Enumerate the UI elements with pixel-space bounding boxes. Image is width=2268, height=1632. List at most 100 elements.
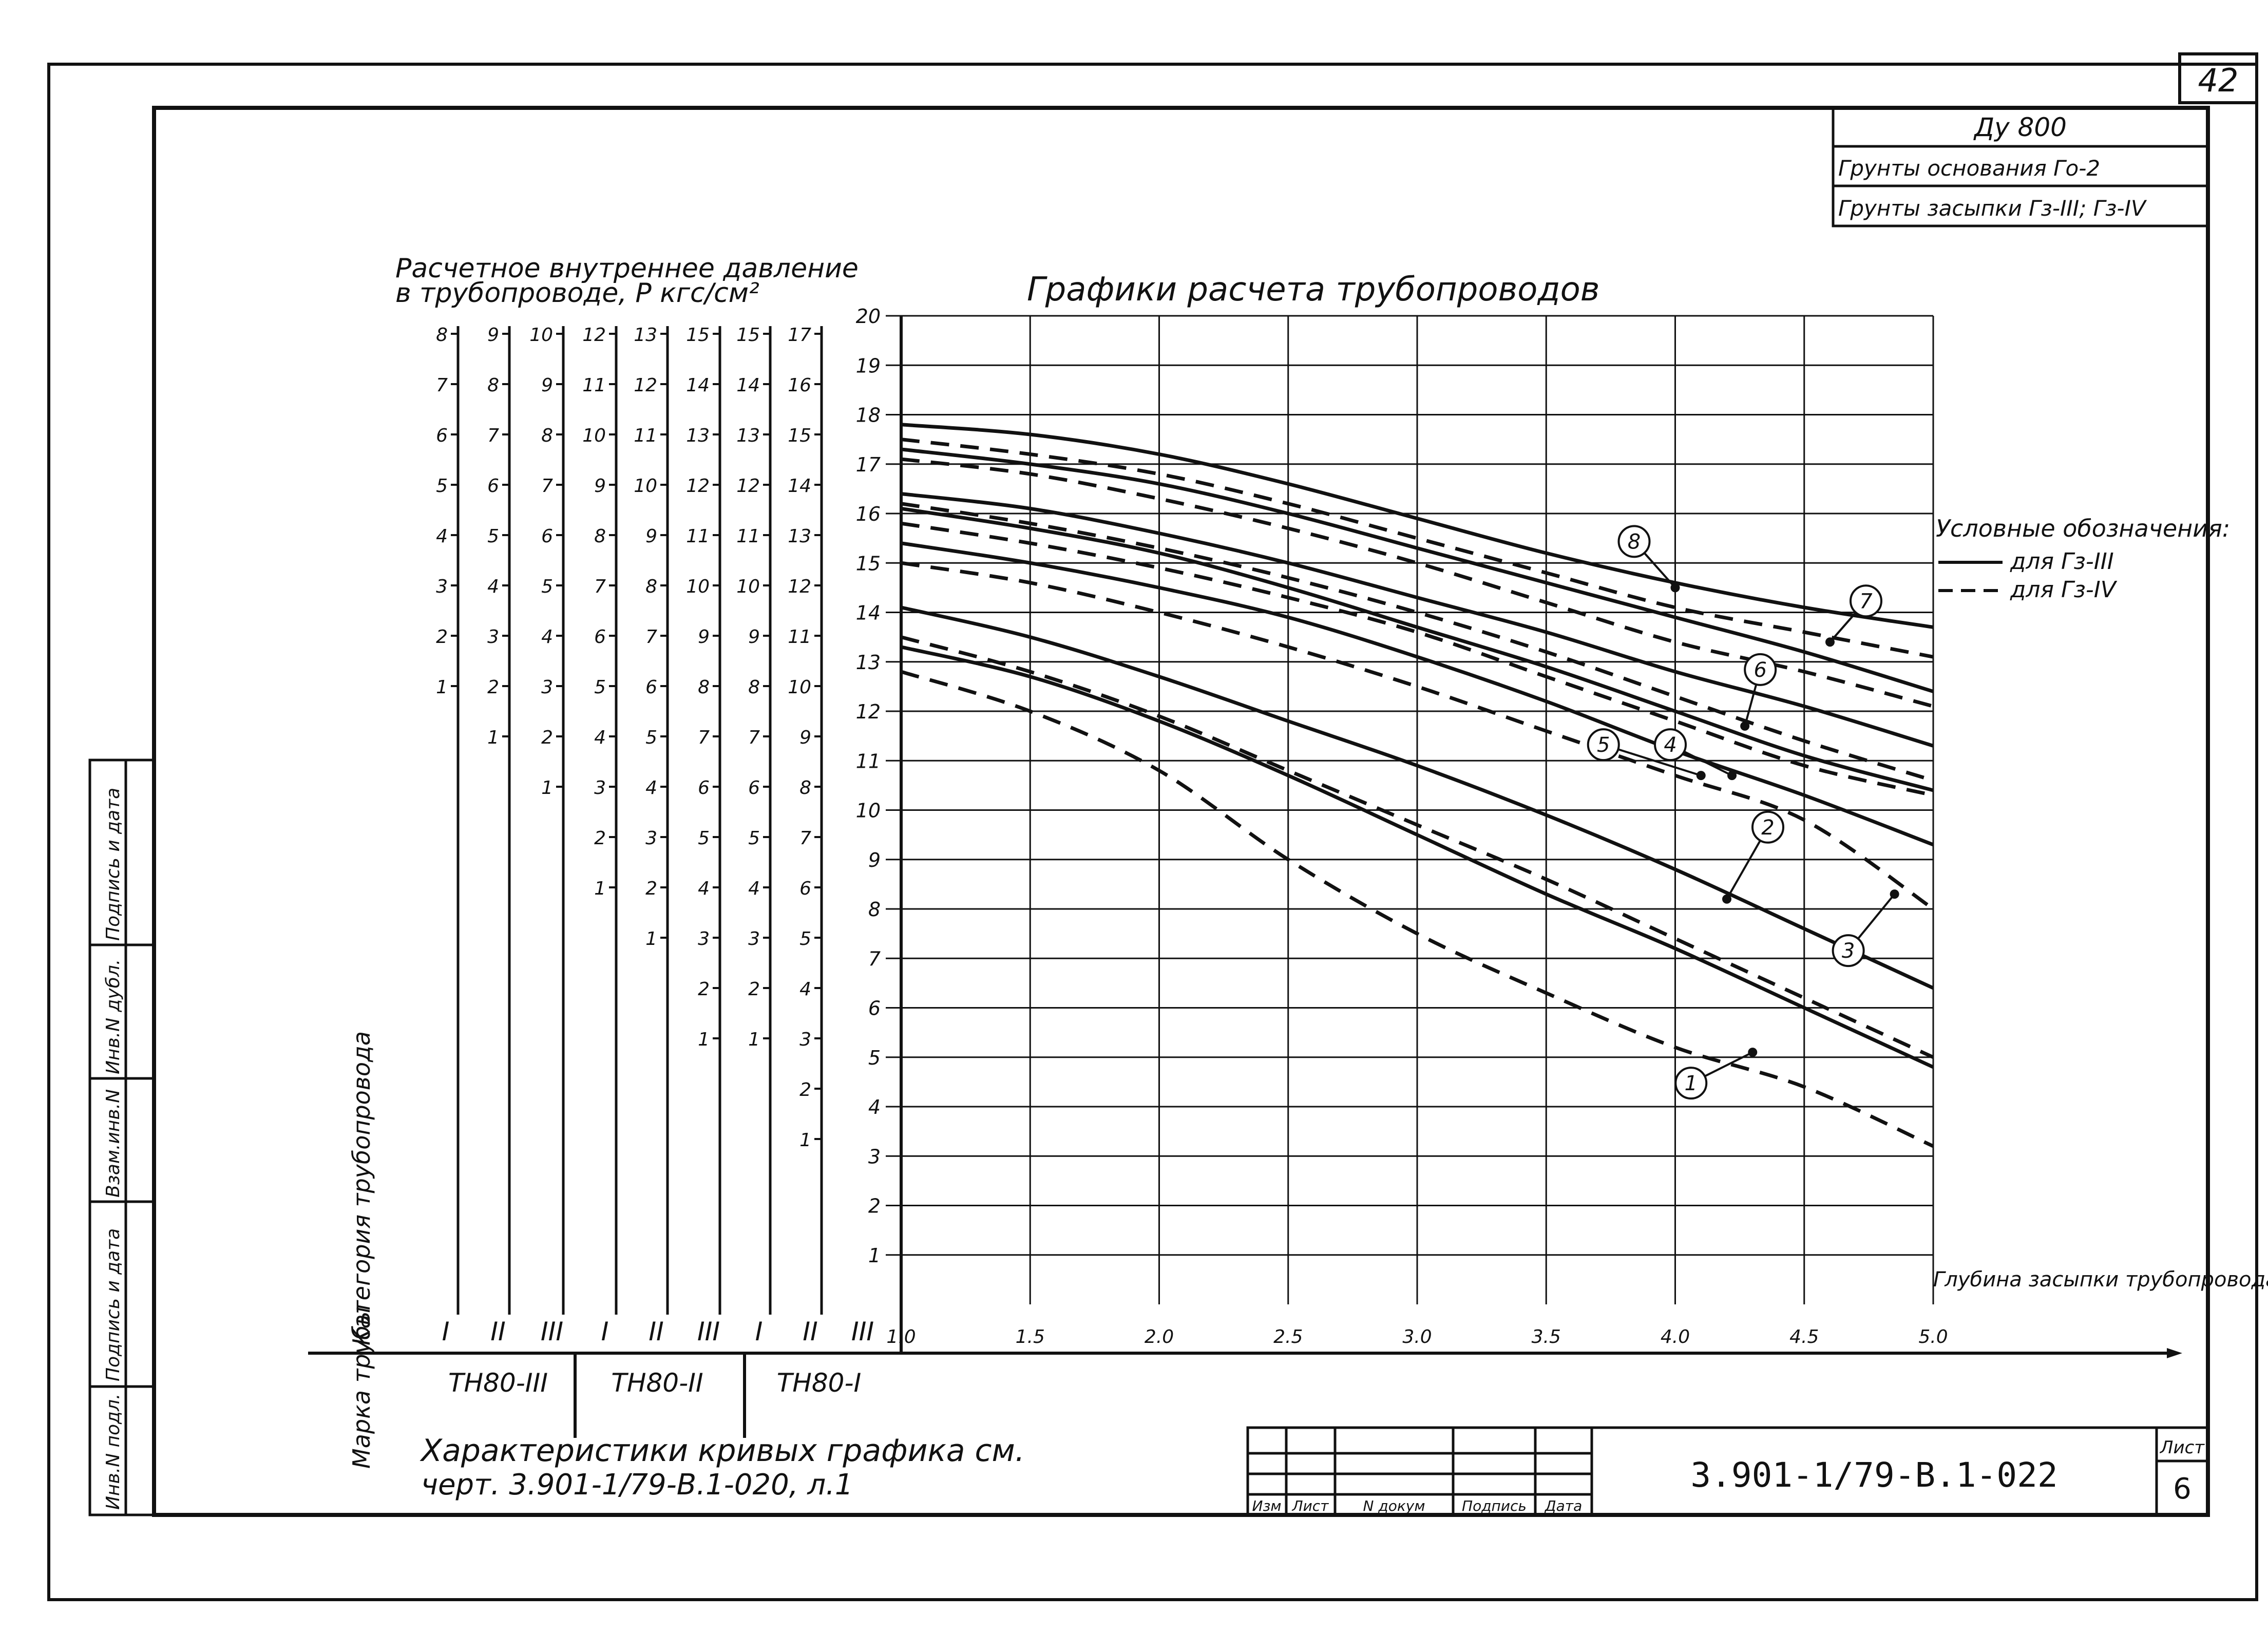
side-stamp-4: Инв.N дубл. — [103, 959, 124, 1074]
scale-tick-label: 12 — [582, 325, 606, 346]
scale-tick-label: 8 — [436, 325, 448, 346]
note-line-2: черт. 3.901-1/79-В.1-020, л.1 — [421, 1468, 853, 1502]
category-label: III — [851, 1317, 874, 1346]
scale-tick-label: 5 — [748, 828, 760, 849]
y-tick-label: 9 — [868, 849, 881, 871]
scale-tick-label: 10 — [582, 425, 606, 446]
y-tick-label: 15 — [856, 552, 881, 575]
series-line-7-dashed — [901, 457, 1934, 708]
scale-tick-label: 13 — [736, 425, 760, 446]
legend: Условные обозначения: для Гз-III для Гз-… — [1936, 515, 2230, 603]
callout-label: 8 — [1628, 530, 1641, 554]
y-tick-label: 17 — [856, 453, 881, 476]
pipe-brand-2: ТН80-II — [611, 1368, 703, 1398]
scale-tick-label: 1 — [594, 878, 606, 899]
scale-tick-label: 7 — [698, 727, 710, 748]
scale-tick-label: 5 — [799, 928, 811, 950]
sheet-label: Лист — [2159, 1437, 2205, 1458]
scale-tick-label: 2 — [799, 1079, 811, 1100]
scale-tick-label: 9 — [487, 325, 499, 346]
scale-tick-label: 2 — [541, 727, 553, 748]
scale-tick-label: 7 — [748, 727, 760, 748]
row-label-category: Категория трубопровода — [348, 1031, 375, 1345]
scale-tick-label: 13 — [634, 325, 657, 346]
scale-tick-label: 8 — [645, 576, 657, 597]
scale-tick-label: 17 — [788, 325, 811, 346]
x-axis-arrow — [2167, 1348, 2182, 1358]
scale-tick-label: 9 — [645, 526, 657, 547]
scale-tick-label: 5 — [594, 677, 606, 698]
scale-tick-label: 5 — [698, 828, 710, 849]
sheet-number: 6 — [2173, 1472, 2191, 1506]
callout-label: 1 — [1685, 1072, 1698, 1095]
scale-tick-label: 3 — [748, 928, 760, 950]
title-block-col: N докум — [1363, 1497, 1425, 1514]
x-axis-label: Глубина засыпки трубопровода Нм (до верх… — [1933, 1268, 2268, 1292]
pressure-title-1: Расчетное внутреннее давление — [395, 253, 859, 284]
y-tick-label: 13 — [856, 651, 881, 674]
row-label-brand: Марка трубы — [348, 1306, 375, 1469]
y-tick-label: 1 — [868, 1244, 881, 1267]
scale-tick-label: 5 — [436, 476, 448, 497]
x-tick-label: 1.5 — [1016, 1326, 1045, 1348]
series-line-3-dashed — [901, 561, 1934, 910]
stamp-line-3: Грунты засыпки Гз-III; Гз-IV — [1838, 196, 2147, 221]
stamp-line-2: Грунты основания Го-2 — [1838, 156, 2100, 181]
series-line-2-dashed — [901, 635, 1934, 1059]
scale-tick-label: 11 — [582, 375, 606, 396]
y-tick-label: 11 — [856, 750, 881, 772]
side-stamp-2: Подпись и дата — [103, 1228, 124, 1381]
scale-tick-label: 11 — [736, 526, 760, 547]
scale-tick-label: 7 — [436, 375, 448, 396]
scale-tick-label: 10 — [529, 325, 553, 346]
scale-tick-label: 4 — [645, 777, 657, 799]
scale-tick-label: 2 — [436, 627, 448, 648]
scale-tick-label: 15 — [686, 325, 710, 346]
y-tick-label: 18 — [856, 404, 881, 427]
scale-tick-label: 9 — [799, 727, 811, 748]
scale-tick-label: 1 — [748, 1029, 760, 1050]
stamp-line-1: Ду 800 — [1973, 112, 2067, 142]
series-line-1-dashed — [900, 670, 1934, 1148]
callout-circle — [1617, 525, 1651, 558]
legend-dashed-label: для Гз-IV — [2010, 577, 2118, 603]
callout-label: 5 — [1597, 733, 1610, 757]
callout-circle — [1832, 934, 1865, 967]
series-line-8-solid — [901, 423, 1934, 629]
x-tick-label: 1.0 — [886, 1326, 916, 1348]
side-stamp-3: Взам.инв.N — [103, 1089, 124, 1198]
scale-tick-label: 12 — [788, 576, 811, 597]
scale-tick-label: 3 — [645, 828, 657, 849]
series-line-1-solid — [901, 645, 1934, 1069]
y-tick-label: 14 — [856, 602, 881, 624]
scale-tick-label: 6 — [748, 777, 760, 799]
scale-tick-label: 3 — [487, 627, 499, 648]
drawing-code: 3.901-1/79-В.1-022 — [1690, 1455, 2057, 1495]
scale-tick-label: 10 — [788, 677, 811, 698]
y-tick-label: 16 — [856, 503, 881, 525]
y-tick-label: 4 — [868, 1096, 881, 1118]
category-label: I — [601, 1317, 609, 1346]
note-line-1: Характеристики кривых графика см. — [420, 1433, 1025, 1469]
scale-tick-label: 14 — [686, 375, 710, 396]
scale-tick-label: 9 — [748, 627, 760, 648]
x-tick-label: 3.5 — [1532, 1326, 1561, 1348]
pressure-title-2: в трубопроводе, P кгс/см² — [395, 278, 759, 309]
title-block-col: Дата — [1544, 1497, 1583, 1514]
scale-tick-label: 6 — [541, 526, 553, 547]
series-line-6-solid — [901, 492, 1934, 748]
scale-tick-label: 11 — [634, 425, 657, 446]
x-tick-label: 5.0 — [1918, 1326, 1948, 1348]
chart-title: Графики расчета трубопроводов — [1027, 271, 1600, 309]
y-tick-label: 7 — [868, 947, 881, 970]
scale-tick-label: 6 — [698, 777, 710, 799]
title-block-col: Лист — [1292, 1497, 1329, 1514]
pressure-scales: 8765432198765432110987654321121110987654… — [436, 325, 823, 1315]
scale-tick-label: 8 — [698, 677, 710, 698]
scale-tick-label: 16 — [788, 375, 811, 396]
scale-tick-label: 3 — [541, 677, 553, 698]
pipe-brand-1: ТН80-III — [448, 1368, 548, 1398]
category-label: II — [803, 1317, 818, 1346]
